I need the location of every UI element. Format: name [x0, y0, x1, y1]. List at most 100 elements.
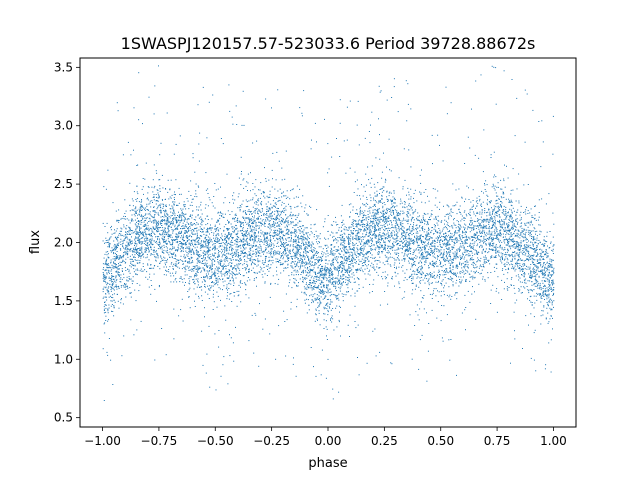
- data-point: [151, 236, 153, 238]
- data-point: [156, 196, 157, 198]
- data-point: [184, 267, 186, 269]
- data-point: [464, 265, 466, 267]
- data-point: [433, 290, 434, 292]
- data-point: [344, 281, 346, 283]
- data-point: [195, 238, 197, 240]
- data-point: [390, 253, 391, 255]
- data-point: [355, 213, 357, 214]
- data-point: [304, 207, 306, 209]
- data-point: [498, 254, 499, 256]
- data-point: [490, 157, 492, 158]
- data-point: [386, 166, 387, 168]
- data-point: [546, 262, 548, 264]
- data-point: [190, 180, 192, 182]
- data-point: [346, 106, 348, 108]
- data-point: [120, 233, 122, 235]
- data-point: [352, 262, 354, 264]
- data-point: [459, 255, 461, 257]
- data-point: [294, 231, 296, 232]
- data-point: [449, 250, 451, 251]
- data-point: [406, 221, 408, 222]
- data-point: [518, 200, 520, 202]
- data-point: [190, 254, 192, 256]
- data-point: [179, 216, 181, 218]
- data-point: [219, 214, 221, 216]
- data-point: [198, 143, 200, 145]
- data-point: [376, 241, 378, 242]
- data-point: [365, 252, 367, 254]
- data-point: [389, 211, 391, 212]
- data-point: [356, 251, 358, 253]
- data-point: [327, 284, 329, 286]
- data-point: [139, 254, 141, 256]
- data-point: [259, 260, 261, 262]
- data-point: [319, 301, 321, 303]
- data-point: [134, 265, 136, 267]
- data-point: [374, 228, 376, 230]
- data-point: [446, 228, 448, 230]
- data-point: [285, 239, 287, 241]
- data-point: [410, 207, 412, 209]
- data-point: [321, 273, 323, 275]
- data-point: [463, 232, 465, 234]
- data-point: [507, 227, 508, 229]
- data-point: [461, 279, 463, 281]
- data-point: [494, 232, 496, 234]
- data-point: [298, 240, 299, 242]
- data-point: [305, 261, 307, 263]
- data-point: [303, 269, 304, 271]
- data-point: [509, 255, 511, 257]
- data-point: [488, 225, 490, 227]
- data-point: [167, 252, 169, 254]
- data-point: [132, 209, 134, 211]
- data-point: [307, 272, 309, 274]
- data-point: [153, 250, 155, 252]
- data-point: [158, 204, 160, 206]
- data-point: [527, 213, 529, 214]
- data-point: [359, 195, 361, 197]
- data-point: [526, 222, 528, 224]
- data-point: [548, 283, 550, 285]
- data-point: [357, 253, 359, 255]
- data-point: [362, 217, 363, 219]
- data-point: [399, 238, 401, 240]
- data-point: [225, 266, 227, 267]
- data-point: [238, 177, 240, 179]
- data-point: [512, 224, 514, 226]
- data-point: [161, 245, 163, 247]
- data-point: [404, 203, 406, 205]
- data-point: [532, 217, 534, 218]
- data-point: [329, 295, 331, 297]
- data-point: [553, 294, 554, 295]
- data-point: [407, 103, 409, 105]
- data-point: [292, 241, 294, 243]
- data-point: [290, 301, 292, 303]
- data-point: [194, 239, 196, 241]
- data-point: [230, 252, 232, 254]
- data-point: [527, 298, 528, 300]
- data-point: [343, 232, 345, 234]
- data-point: [199, 268, 200, 269]
- data-point: [408, 212, 410, 214]
- data-point: [111, 277, 113, 279]
- data-point: [456, 250, 458, 252]
- data-point: [552, 212, 554, 214]
- data-point: [373, 197, 374, 199]
- data-point: [456, 279, 458, 281]
- data-point: [355, 230, 356, 232]
- data-point: [232, 218, 233, 220]
- data-point: [163, 252, 165, 254]
- data-point: [116, 236, 118, 238]
- data-point: [212, 258, 214, 260]
- data-point: [111, 269, 113, 271]
- data-point: [461, 263, 463, 265]
- data-point: [494, 223, 496, 225]
- data-point: [546, 295, 548, 297]
- data-point: [423, 219, 424, 221]
- data-point: [427, 195, 428, 197]
- data-point: [237, 273, 239, 275]
- data-point: [163, 231, 165, 233]
- data-point: [416, 239, 418, 241]
- data-point: [412, 217, 414, 218]
- data-point: [188, 266, 190, 268]
